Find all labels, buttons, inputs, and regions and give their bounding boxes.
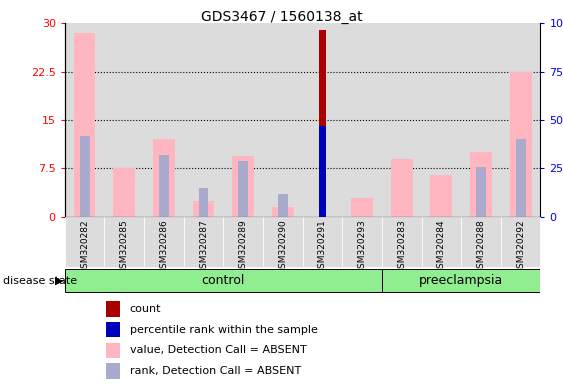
Bar xyxy=(79,136,90,217)
Text: percentile rank within the sample: percentile rank within the sample xyxy=(129,324,318,334)
FancyBboxPatch shape xyxy=(382,217,422,267)
Bar xyxy=(104,23,144,217)
Bar xyxy=(199,188,208,217)
Bar xyxy=(382,23,422,217)
Text: GSM320282: GSM320282 xyxy=(80,220,89,274)
FancyBboxPatch shape xyxy=(144,217,184,267)
Bar xyxy=(106,322,120,337)
Text: GSM320285: GSM320285 xyxy=(120,220,129,274)
Bar xyxy=(224,23,263,217)
Bar xyxy=(113,169,135,217)
FancyBboxPatch shape xyxy=(461,217,501,267)
Bar xyxy=(461,23,501,217)
Bar xyxy=(153,139,175,217)
Bar xyxy=(510,71,531,217)
Text: control: control xyxy=(202,274,245,287)
Bar xyxy=(516,139,526,217)
Bar xyxy=(272,207,294,217)
Bar xyxy=(106,343,120,358)
FancyBboxPatch shape xyxy=(65,269,382,293)
Bar xyxy=(106,301,120,316)
FancyBboxPatch shape xyxy=(422,217,461,267)
Bar xyxy=(319,126,326,217)
Bar xyxy=(278,194,288,217)
FancyBboxPatch shape xyxy=(501,217,540,267)
FancyBboxPatch shape xyxy=(184,217,224,267)
Bar xyxy=(342,23,382,217)
Text: GSM320290: GSM320290 xyxy=(278,220,287,274)
Text: rank, Detection Call = ABSENT: rank, Detection Call = ABSENT xyxy=(129,366,301,376)
Bar xyxy=(233,156,254,217)
Text: GSM320289: GSM320289 xyxy=(239,220,248,274)
Text: GSM320291: GSM320291 xyxy=(318,220,327,274)
Bar xyxy=(65,23,104,217)
Bar xyxy=(193,201,215,217)
Bar xyxy=(431,175,452,217)
Bar xyxy=(303,23,342,217)
Bar xyxy=(351,198,373,217)
Text: value, Detection Call = ABSENT: value, Detection Call = ABSENT xyxy=(129,345,306,355)
Bar xyxy=(319,30,326,217)
FancyBboxPatch shape xyxy=(303,217,342,267)
Bar xyxy=(238,161,248,217)
Bar xyxy=(470,152,492,217)
Text: GSM320283: GSM320283 xyxy=(397,220,406,274)
Text: GSM320284: GSM320284 xyxy=(437,220,446,274)
FancyBboxPatch shape xyxy=(104,217,144,267)
Bar xyxy=(501,23,540,217)
Bar xyxy=(422,23,461,217)
Bar xyxy=(74,33,96,217)
Bar xyxy=(263,23,303,217)
Text: GSM320286: GSM320286 xyxy=(159,220,168,274)
Text: GSM320292: GSM320292 xyxy=(516,220,525,274)
Text: ▶: ▶ xyxy=(55,276,64,286)
FancyBboxPatch shape xyxy=(224,217,263,267)
FancyBboxPatch shape xyxy=(382,269,540,293)
FancyBboxPatch shape xyxy=(65,217,104,267)
Bar xyxy=(106,363,120,379)
FancyBboxPatch shape xyxy=(263,217,303,267)
Text: GSM320293: GSM320293 xyxy=(358,220,367,274)
Bar xyxy=(159,155,169,217)
Bar xyxy=(144,23,184,217)
Bar xyxy=(476,167,486,217)
Text: count: count xyxy=(129,304,161,314)
Bar xyxy=(391,159,413,217)
Bar xyxy=(184,23,224,217)
Text: GSM320288: GSM320288 xyxy=(476,220,485,274)
Text: preeclampsia: preeclampsia xyxy=(419,274,503,287)
Text: GDS3467 / 1560138_at: GDS3467 / 1560138_at xyxy=(200,10,363,23)
FancyBboxPatch shape xyxy=(342,217,382,267)
Text: GSM320287: GSM320287 xyxy=(199,220,208,274)
Text: disease state: disease state xyxy=(3,276,77,286)
